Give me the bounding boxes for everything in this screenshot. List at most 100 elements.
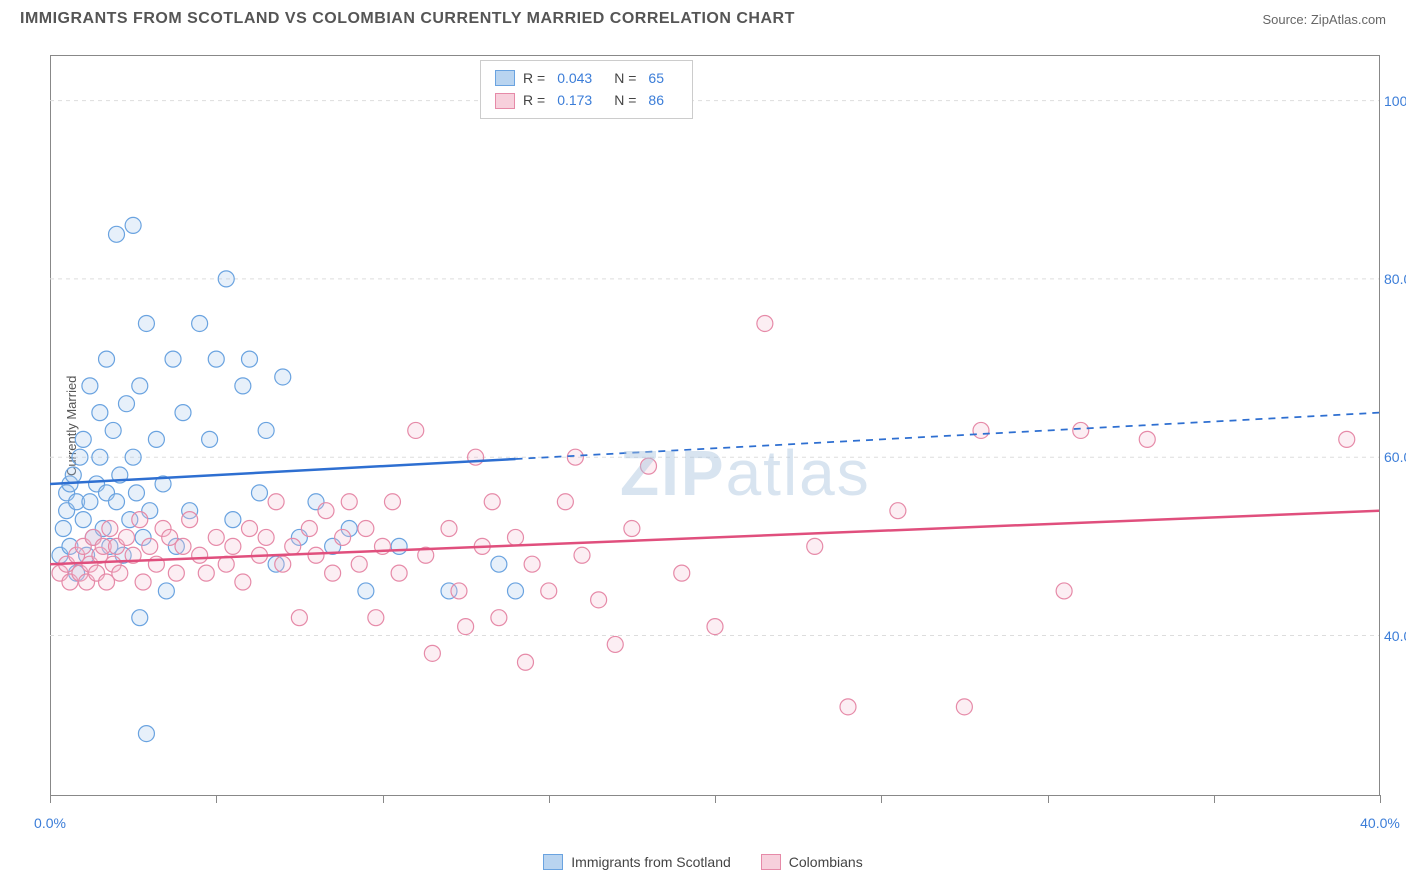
- scatter-point: [168, 565, 184, 581]
- x-tick-mark: [1380, 795, 1381, 803]
- scatter-point: [175, 538, 191, 554]
- x-tick-mark: [50, 795, 51, 803]
- legend-n-label: N =: [614, 89, 636, 111]
- scatter-point: [165, 351, 181, 367]
- scatter-point: [285, 538, 301, 554]
- scatter-point: [198, 565, 214, 581]
- scatter-point: [82, 494, 98, 510]
- legend-bottom: Immigrants from Scotland Colombians: [0, 854, 1406, 870]
- scatter-point: [218, 556, 234, 572]
- x-tick-mark: [881, 795, 882, 803]
- scatter-point: [218, 271, 234, 287]
- scatter-point: [202, 431, 218, 447]
- scatter-point: [268, 494, 284, 510]
- legend-swatch-colombians: [495, 93, 515, 109]
- scatter-point: [351, 556, 367, 572]
- y-tick-label: 40.0%: [1384, 628, 1406, 644]
- scatter-point: [138, 315, 154, 331]
- trend-line: [50, 511, 1379, 564]
- x-tick-mark: [549, 795, 550, 803]
- scatter-point: [641, 458, 657, 474]
- scatter-plot-svg: [50, 56, 1379, 795]
- scatter-point: [318, 503, 334, 519]
- scatter-point: [82, 378, 98, 394]
- scatter-point: [105, 422, 121, 438]
- scatter-point: [118, 529, 134, 545]
- scatter-point: [192, 547, 208, 563]
- scatter-point: [468, 449, 484, 465]
- scatter-point: [72, 449, 88, 465]
- x-tick-mark: [1048, 795, 1049, 803]
- legend-n-value: 86: [648, 89, 664, 111]
- source-attribution: Source: ZipAtlas.com: [1262, 12, 1386, 27]
- scatter-point: [125, 217, 141, 233]
- scatter-point: [707, 619, 723, 635]
- scatter-point: [1339, 431, 1355, 447]
- scatter-point: [508, 583, 524, 599]
- scatter-point: [591, 592, 607, 608]
- scatter-point: [956, 699, 972, 715]
- scatter-point: [1073, 422, 1089, 438]
- legend-label: Colombians: [789, 854, 863, 870]
- scatter-point: [275, 369, 291, 385]
- scatter-point: [112, 565, 128, 581]
- scatter-point: [138, 726, 154, 742]
- scatter-point: [491, 556, 507, 572]
- legend-swatch-colombians: [761, 854, 781, 870]
- scatter-point: [557, 494, 573, 510]
- scatter-point: [125, 449, 141, 465]
- scatter-point: [208, 529, 224, 545]
- scatter-point: [99, 351, 115, 367]
- y-tick-label: 60.0%: [1384, 449, 1406, 465]
- scatter-point: [524, 556, 540, 572]
- scatter-point: [75, 431, 91, 447]
- scatter-point: [384, 494, 400, 510]
- scatter-point: [308, 547, 324, 563]
- scatter-point: [368, 610, 384, 626]
- scatter-point: [517, 654, 533, 670]
- legend-label: Immigrants from Scotland: [571, 854, 731, 870]
- scatter-point: [75, 512, 91, 528]
- scatter-point: [225, 538, 241, 554]
- scatter-point: [1139, 431, 1155, 447]
- scatter-point: [508, 529, 524, 545]
- legend-item-colombians: Colombians: [761, 854, 863, 870]
- scatter-point: [55, 521, 71, 537]
- scatter-point: [225, 512, 241, 528]
- scatter-point: [391, 538, 407, 554]
- scatter-point: [242, 521, 258, 537]
- scatter-point: [458, 619, 474, 635]
- scatter-point: [118, 396, 134, 412]
- scatter-point: [325, 565, 341, 581]
- legend-n-value: 65: [648, 67, 664, 89]
- scatter-point: [109, 226, 125, 242]
- scatter-point: [358, 583, 374, 599]
- chart-plot-area: Currently Married R = 0.043 N = 65 R = 0…: [50, 55, 1380, 795]
- scatter-point: [451, 583, 467, 599]
- scatter-point: [92, 449, 108, 465]
- scatter-point: [541, 583, 557, 599]
- scatter-point: [235, 378, 251, 394]
- scatter-point: [132, 378, 148, 394]
- legend-stats-row: R = 0.043 N = 65: [495, 67, 678, 89]
- scatter-point: [335, 529, 351, 545]
- scatter-point: [574, 547, 590, 563]
- scatter-point: [192, 315, 208, 331]
- scatter-point: [358, 521, 374, 537]
- scatter-point: [132, 512, 148, 528]
- scatter-point: [491, 610, 507, 626]
- scatter-point: [258, 422, 274, 438]
- x-tick-mark: [1214, 795, 1215, 803]
- y-tick-label: 100.0%: [1384, 93, 1406, 109]
- scatter-point: [102, 521, 118, 537]
- scatter-point: [973, 422, 989, 438]
- scatter-point: [1056, 583, 1072, 599]
- legend-r-label: R =: [523, 89, 545, 111]
- scatter-point: [301, 521, 317, 537]
- scatter-point: [424, 645, 440, 661]
- scatter-point: [674, 565, 690, 581]
- legend-item-scotland: Immigrants from Scotland: [543, 854, 731, 870]
- scatter-point: [275, 556, 291, 572]
- x-tick-mark: [216, 795, 217, 803]
- scatter-point: [890, 503, 906, 519]
